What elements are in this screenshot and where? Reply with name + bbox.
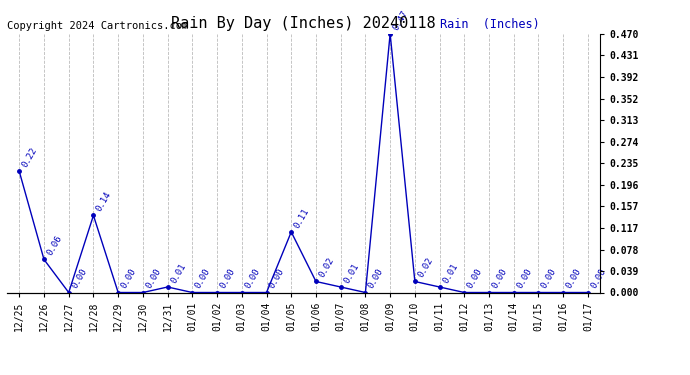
Text: Rain  (Inches): Rain (Inches): [440, 18, 540, 31]
Text: Copyright 2024 Cartronics.com: Copyright 2024 Cartronics.com: [7, 21, 188, 31]
Text: 0.02: 0.02: [416, 256, 435, 279]
Text: 0.00: 0.00: [144, 267, 163, 290]
Text: 0.47: 0.47: [391, 8, 410, 32]
Text: 0.00: 0.00: [366, 267, 385, 290]
Text: 0.00: 0.00: [194, 267, 212, 290]
Text: 0.00: 0.00: [218, 267, 237, 290]
Text: 0.00: 0.00: [589, 267, 608, 290]
Text: 0.22: 0.22: [21, 146, 39, 169]
Text: 0.00: 0.00: [243, 267, 262, 290]
Text: 0.02: 0.02: [317, 256, 336, 279]
Text: 0.00: 0.00: [515, 267, 533, 290]
Text: 0.00: 0.00: [119, 267, 138, 290]
Text: 0.00: 0.00: [466, 267, 484, 290]
Text: 0.14: 0.14: [95, 190, 113, 213]
Text: 0.00: 0.00: [540, 267, 558, 290]
Text: 0.00: 0.00: [70, 267, 88, 290]
Text: 0.00: 0.00: [564, 267, 583, 290]
Text: 0.06: 0.06: [46, 234, 63, 257]
Text: 0.00: 0.00: [268, 267, 286, 290]
Text: 0.01: 0.01: [169, 262, 188, 285]
Title: Rain By Day (Inches) 20240118: Rain By Day (Inches) 20240118: [171, 16, 436, 31]
Text: 0.01: 0.01: [342, 262, 360, 285]
Text: 0.00: 0.00: [491, 267, 509, 290]
Text: 0.11: 0.11: [293, 207, 311, 230]
Text: 0.01: 0.01: [441, 262, 460, 285]
